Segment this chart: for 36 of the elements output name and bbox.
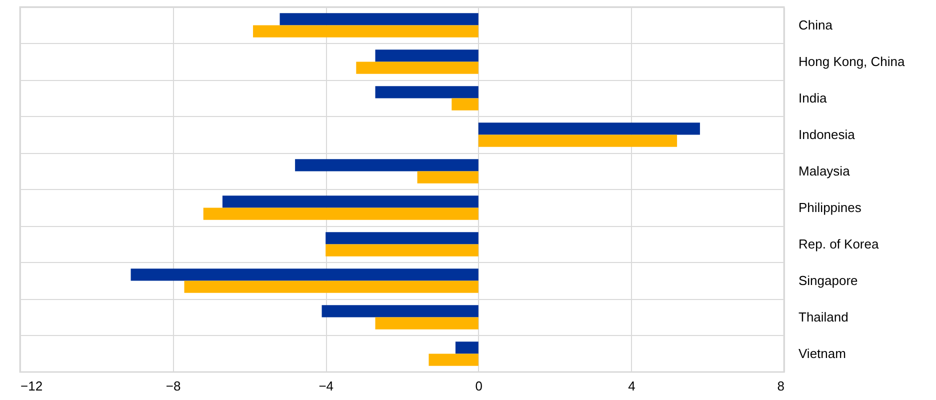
bar [130,268,478,281]
y-tick-label: Indonesia [798,126,856,142]
y-tick-label: Malaysia [798,163,851,178]
bar [203,208,478,220]
bar [452,98,478,110]
y-tick-label: Thailand [798,309,848,324]
x-tick-label: 0 [475,378,483,394]
bar [428,354,478,366]
y-tick-label: Hong Kong, China [798,54,906,69]
y-tick-label: Singapore [798,272,858,288]
bar [326,232,478,244]
bar [375,317,478,330]
y-tick-label: Rep. of Korea [798,236,880,252]
bar [375,50,478,62]
bar [455,342,478,354]
y-tick-label: Vietnam [798,346,846,361]
x-tick-label: 4 [628,378,636,394]
bar [375,86,478,98]
y-tick-label: India [798,90,828,106]
x-tick-label: 8 [777,378,784,394]
bar [417,171,478,184]
y-tick-label: China [798,17,834,32]
bar [322,305,478,318]
x-tick-label: −4 [318,378,334,394]
bar [295,159,478,172]
bar [222,196,478,208]
bar [356,62,478,74]
bar [326,244,478,256]
bar [184,280,478,293]
bar [253,25,478,38]
bar [478,134,678,147]
x-tick-label: −12 [20,378,43,394]
bar [478,122,700,135]
bar [280,13,478,26]
x-tick-label: −8 [166,378,181,394]
y-tick-label: Philippines [798,200,862,215]
